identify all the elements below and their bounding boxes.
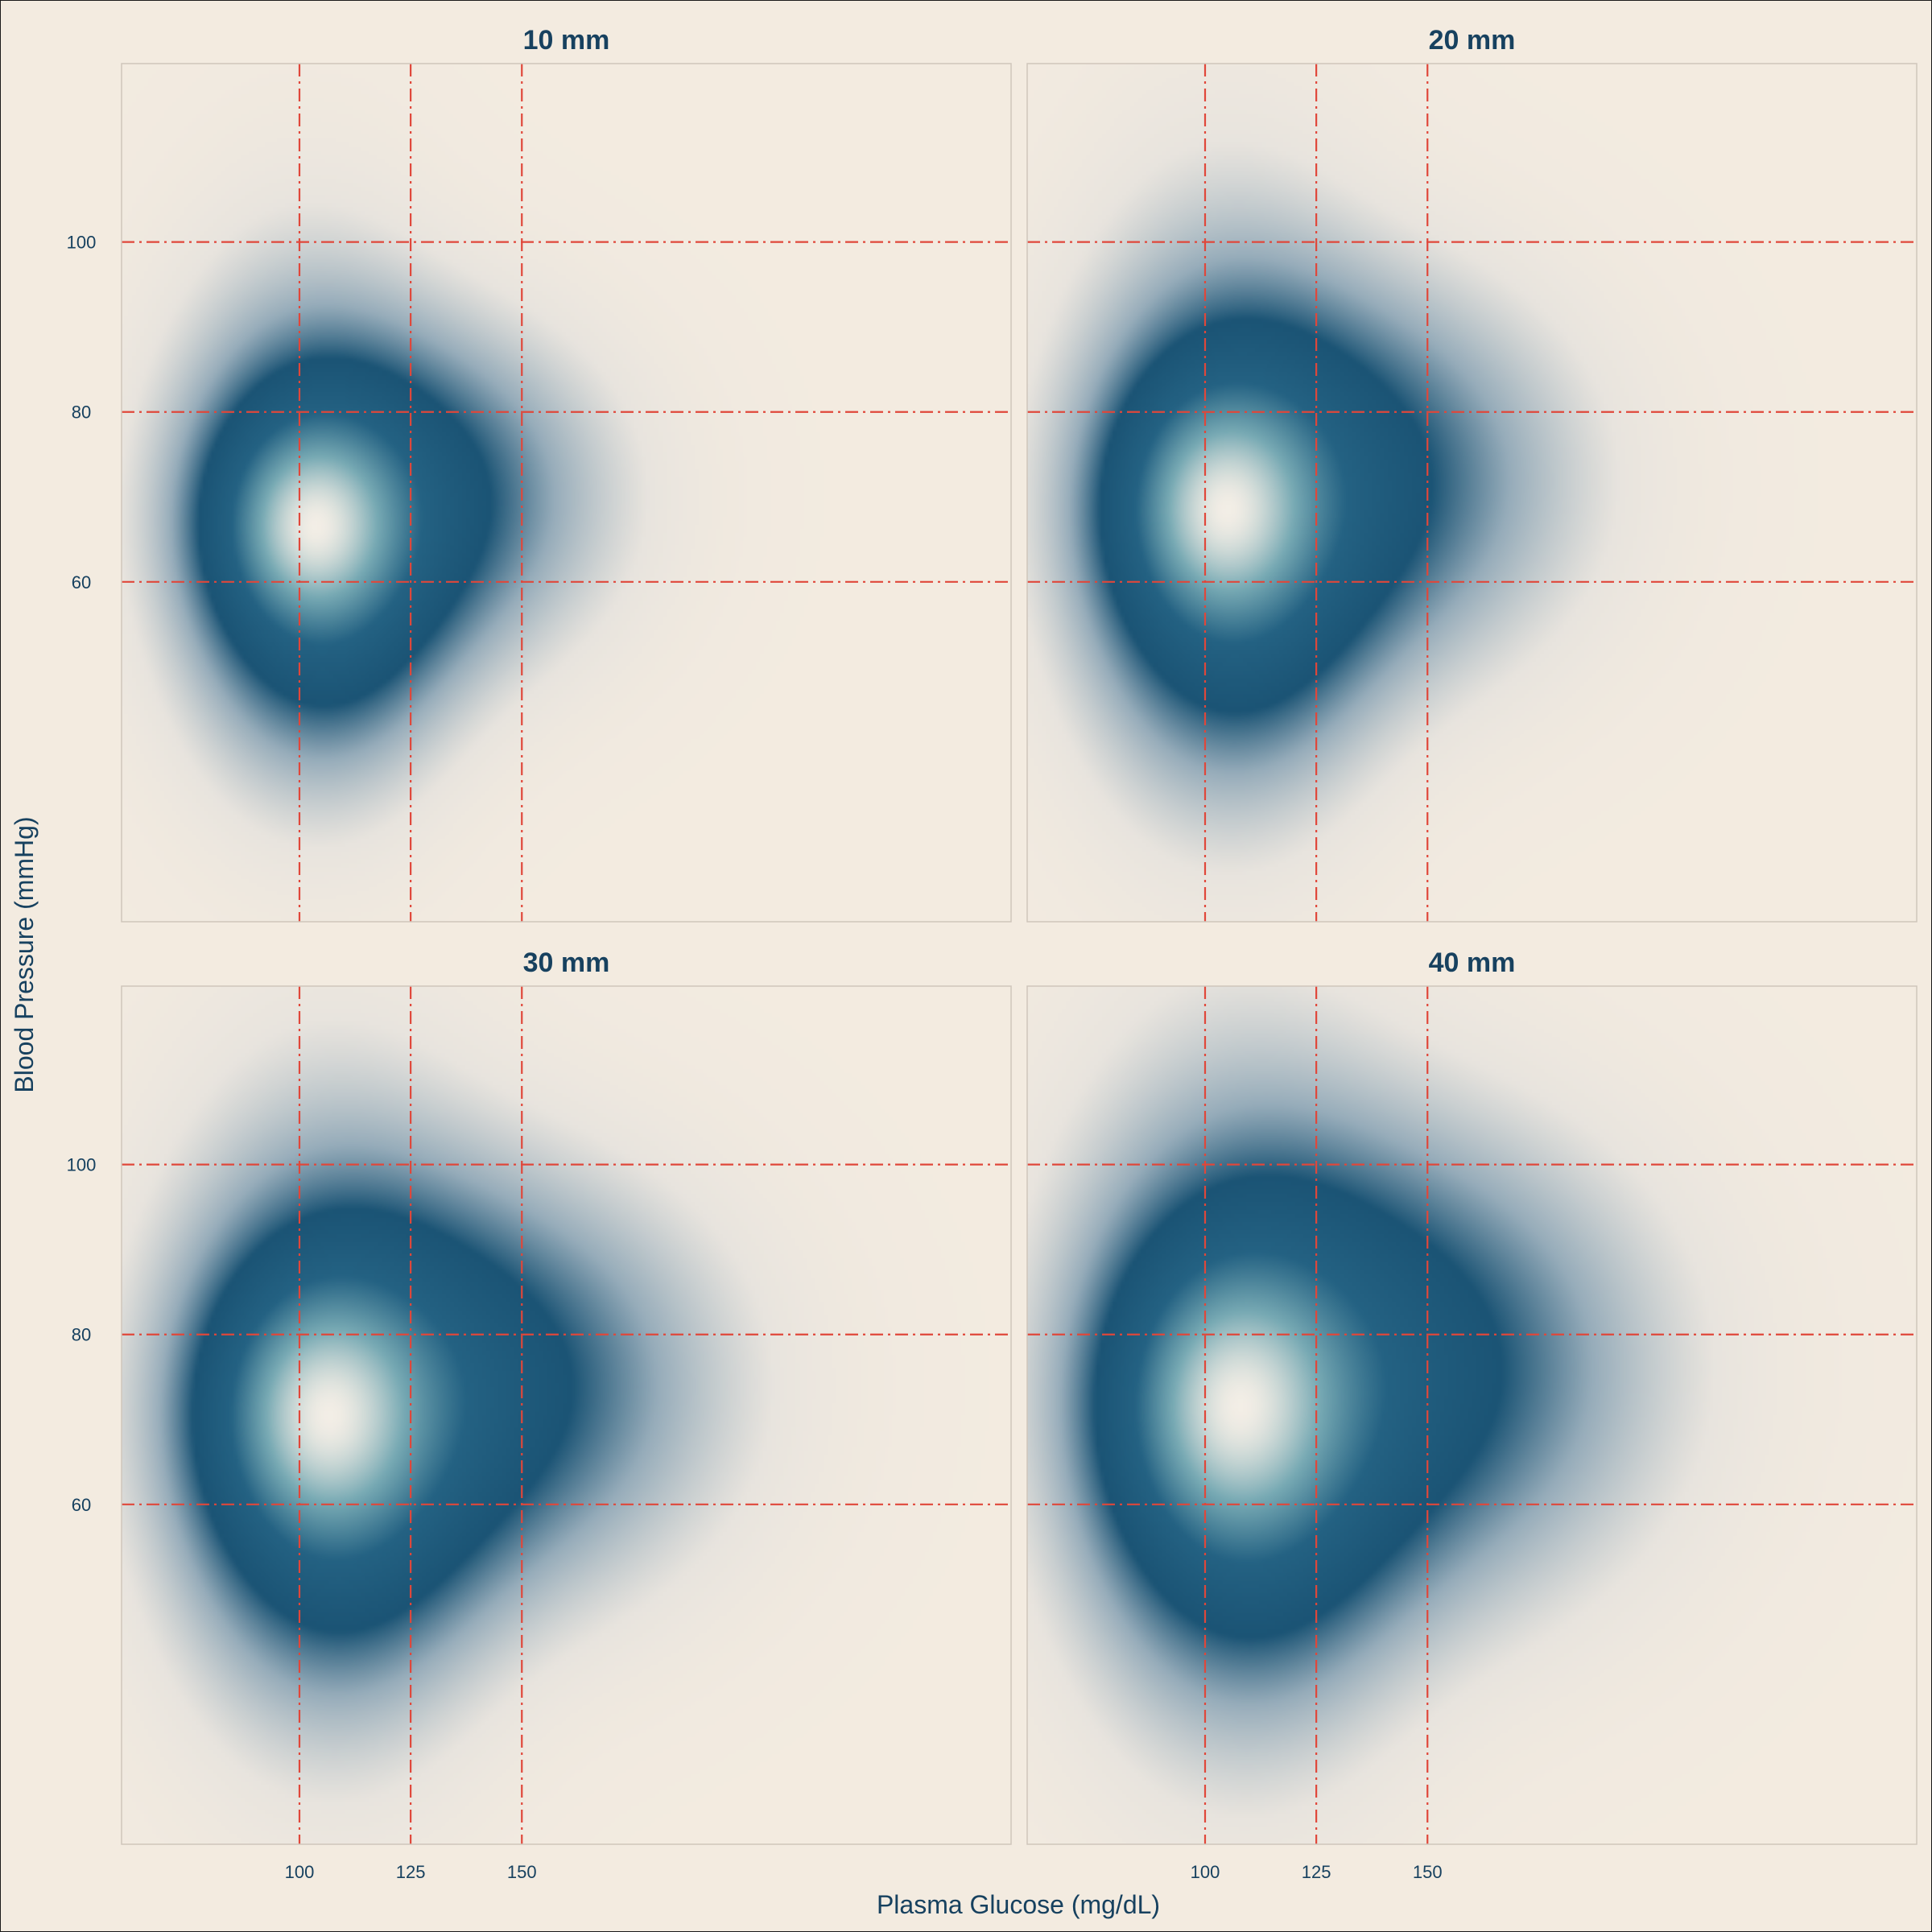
panel-title: 30 mm [523,947,610,978]
x-tick-label: 125 [396,1862,426,1882]
panel-border [121,63,1012,923]
panel-border [1026,63,1918,923]
facet-panel-1: 10 mm 60 80 100 [67,25,1012,923]
x-tick-label: 100 [1191,1862,1220,1882]
x-tick-label: 150 [507,1862,537,1882]
axes-layer: Plasma Glucose (mg/dL) Blood Pressure (m… [10,816,1160,1919]
y-tick-label: 80 [72,402,91,423]
density-raster-1 [122,64,1011,922]
y-tick-label: 100 [67,1155,97,1175]
panel-title: 40 mm [1429,947,1516,978]
x-tick-label: 150 [1413,1862,1443,1882]
x-tick-label: 100 [285,1862,315,1882]
density-raster-4 [1027,986,1917,1844]
y-tick-label: 60 [72,572,91,592]
facet-panel-2: 20 mm [1026,25,1918,923]
panel-title: 10 mm [523,25,610,56]
x-axis-title: Plasma Glucose (mg/dL) [877,1890,1160,1919]
panel-title: 20 mm [1429,25,1516,56]
y-tick-label: 100 [67,233,97,253]
facet-panel-3: 30 mm 60 80 100 100 125 150 [67,947,1012,1882]
panel-border [1026,985,1918,1845]
y-axis-title: Blood Pressure (mmHg) [10,816,39,1092]
x-tick-label: 125 [1302,1862,1331,1882]
facet-panel-4: 40 mm 100 125 150 [1026,947,1918,1882]
panel-border [121,985,1012,1845]
y-tick-label: 80 [72,1325,91,1345]
y-tick-label: 60 [72,1495,91,1515]
density-raster-3 [122,986,1011,1844]
density-raster-2 [1027,64,1917,922]
